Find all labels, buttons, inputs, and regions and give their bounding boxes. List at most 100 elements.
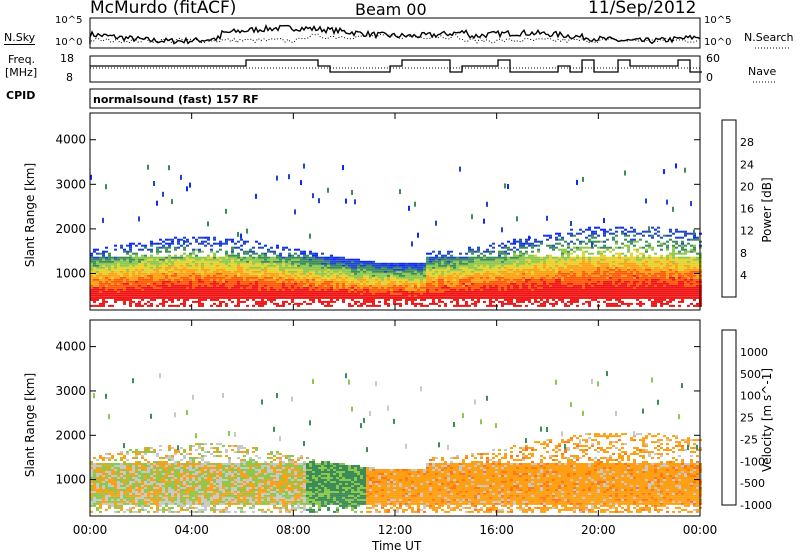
power-cell: [588, 252, 591, 255]
power-cell: [582, 292, 585, 295]
power-cell: [483, 260, 486, 263]
power-cell: [651, 226, 654, 229]
power-cell: [171, 256, 174, 259]
power-cell: [534, 240, 537, 243]
power-cell: [432, 266, 435, 269]
power-cell: [177, 258, 180, 261]
power-cell: [438, 250, 441, 253]
power-cell: [639, 258, 642, 261]
power-cell: [198, 280, 201, 283]
power-cell: [273, 272, 276, 275]
power-cell: [600, 268, 603, 271]
power-cell: [573, 264, 576, 267]
power-cell: [264, 290, 267, 293]
power-cell: [447, 282, 450, 285]
power-cell: [582, 296, 585, 299]
power-cell: [513, 280, 516, 283]
power-cell: [288, 262, 291, 265]
power-cell: [267, 264, 270, 267]
power-sparse-cell: [288, 174, 290, 180]
power-cell: [207, 242, 210, 245]
power-cell: [330, 290, 333, 293]
power-cell: [615, 270, 618, 273]
power-cell: [264, 302, 267, 305]
power-cell: [372, 272, 375, 275]
power-cell: [198, 272, 201, 275]
power-cell: [279, 270, 282, 273]
power-cell: [255, 280, 258, 283]
power-cell: [606, 278, 609, 281]
power-cell: [648, 296, 651, 299]
power-cell: [621, 232, 624, 235]
power-cell: [627, 234, 630, 237]
power-cell: [312, 284, 315, 287]
power-cell: [432, 302, 435, 305]
power-cell: [429, 292, 432, 295]
power-cell: [660, 236, 663, 239]
power-cell: [351, 274, 354, 277]
power-cell: [630, 270, 633, 273]
power-cell: [660, 294, 663, 297]
power-cell: [639, 302, 642, 305]
power-cell: [270, 264, 273, 267]
power-cell: [408, 270, 411, 273]
power-cell: [480, 284, 483, 287]
power-cell: [645, 282, 648, 285]
power-cell: [267, 296, 270, 299]
power-cell: [654, 260, 657, 263]
power-cell: [216, 292, 219, 295]
power-cell: [246, 294, 249, 297]
power-cell: [267, 294, 270, 297]
power-cell: [423, 288, 426, 291]
power-cell: [603, 272, 606, 275]
power-cell: [189, 286, 192, 289]
power-cell: [150, 240, 153, 243]
power-cell: [204, 236, 207, 239]
power-cell: [588, 256, 591, 259]
power-cell: [507, 290, 510, 293]
power-cell: [567, 244, 570, 247]
power-cell: [579, 284, 582, 287]
power-cell: [183, 278, 186, 281]
power-cell: [600, 254, 603, 257]
power-cell: [633, 284, 636, 287]
power-cell: [663, 256, 666, 259]
power-cell: [498, 256, 501, 259]
power-cell: [246, 274, 249, 277]
power-cell: [273, 278, 276, 281]
power-cell: [531, 292, 534, 295]
power-cell: [411, 302, 414, 305]
power-cell: [438, 266, 441, 269]
power-cell: [105, 296, 108, 299]
power-cell: [486, 284, 489, 287]
power-cell: [294, 262, 297, 265]
power-cell: [534, 278, 537, 281]
power-cell: [444, 284, 447, 287]
power-cell: [444, 270, 447, 273]
power-cell: [294, 278, 297, 281]
power-cell: [348, 276, 351, 279]
power-cell: [441, 286, 444, 289]
power-cell: [531, 296, 534, 299]
power-cell: [177, 298, 180, 301]
power-cell: [150, 294, 153, 297]
power-cell: [327, 266, 330, 269]
power-cell: [492, 290, 495, 293]
power-cell: [624, 302, 627, 305]
power-cell: [663, 290, 666, 293]
power-cell: [660, 260, 663, 263]
power-cell: [432, 276, 435, 279]
power-cell: [342, 286, 345, 289]
power-cell: [654, 302, 657, 305]
power-cell: [645, 248, 648, 251]
power-cell: [474, 280, 477, 283]
power-sparse-cell: [342, 165, 344, 170]
power-sparse-cell: [90, 174, 92, 180]
power-cell: [570, 264, 573, 267]
power-cell: [516, 300, 519, 303]
power-cell: [168, 250, 171, 253]
power-cell: [549, 286, 552, 289]
power-cell: [540, 242, 543, 245]
power-cell: [312, 276, 315, 279]
power-cell: [477, 282, 480, 285]
